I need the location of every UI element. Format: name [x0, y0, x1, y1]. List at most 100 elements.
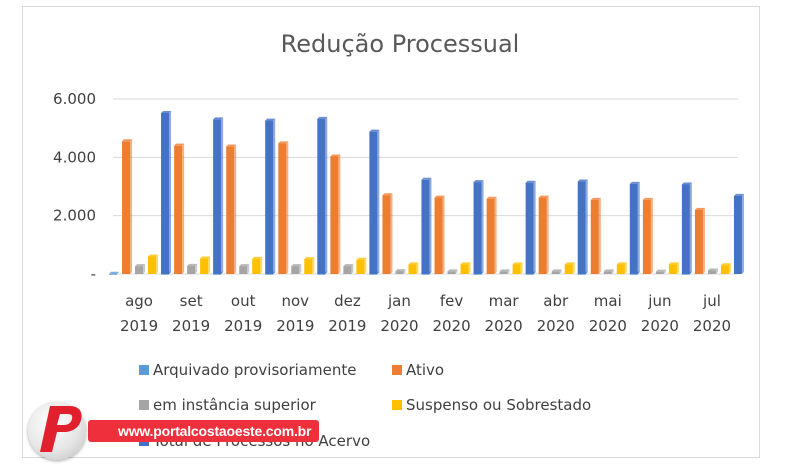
x-tick-label-month: jul [702, 292, 721, 310]
legend-swatch [139, 365, 149, 375]
legend-item: em instância superior [139, 396, 317, 414]
bar-side [442, 195, 445, 274]
bar-top [668, 262, 679, 265]
bar [291, 264, 302, 274]
x-tick-label-month: dez [334, 292, 361, 310]
bar [538, 195, 549, 274]
bar-top [473, 180, 484, 183]
bar-top [642, 197, 653, 200]
bar-top [486, 196, 497, 199]
bar [694, 207, 705, 274]
bar-face [655, 271, 664, 274]
bar-top [616, 262, 627, 265]
bar-face [629, 183, 638, 274]
bar-side [585, 179, 588, 274]
bar-face [252, 258, 261, 274]
bar [551, 269, 562, 274]
bar-face [291, 266, 300, 274]
x-tick-label-year: 2019 [172, 317, 210, 335]
bar-top [330, 154, 341, 157]
bar [148, 254, 159, 274]
bar-side [416, 262, 419, 274]
bar [395, 269, 406, 274]
bar-side [728, 263, 731, 274]
bar-top [278, 141, 289, 144]
bar-face [213, 273, 222, 275]
bar [707, 268, 718, 274]
bar-face [525, 273, 534, 275]
bar [135, 264, 146, 274]
bar-side [390, 193, 393, 274]
bar-face [369, 273, 378, 275]
bar-side [559, 269, 562, 274]
bar-side [741, 193, 744, 274]
bar [122, 139, 133, 274]
watermark-logo-icon [40, 406, 82, 452]
bar-top [434, 195, 445, 198]
bar-face [382, 195, 391, 274]
bar-side [312, 257, 315, 274]
bar-face [681, 184, 690, 274]
bar-side [247, 264, 250, 274]
bar-side [572, 262, 575, 274]
bar-top [200, 256, 211, 259]
y-tick-label: 6.000 [53, 90, 96, 108]
bar-top [577, 179, 588, 182]
bar [629, 181, 640, 274]
bar-top [343, 264, 354, 267]
y-tick-label: 4.000 [53, 148, 96, 166]
bar-face [694, 209, 703, 274]
bar-face [512, 264, 521, 274]
bar-face [681, 273, 690, 275]
bar-top [564, 262, 575, 265]
bar [473, 180, 484, 274]
x-tick-label-year: 2020 [693, 317, 731, 335]
x-tick-label-month: set [180, 292, 203, 310]
bar-top [629, 181, 640, 184]
bar-side [624, 262, 627, 274]
bar-face [278, 143, 287, 274]
x-tick-label-year: 2019 [276, 317, 314, 335]
bar-side [702, 207, 705, 274]
bar [421, 177, 432, 274]
bar-face [265, 273, 274, 275]
bar-face [486, 198, 495, 274]
bar-face [330, 156, 339, 274]
bar-top [421, 177, 432, 180]
bar [187, 263, 198, 274]
bar-side [325, 116, 328, 274]
y-tick-label: 2.000 [53, 207, 96, 225]
bar-face [434, 197, 443, 274]
legend-swatch [392, 365, 402, 375]
x-tick-label-year: 2020 [432, 317, 470, 335]
bar-face [421, 179, 430, 274]
bar [109, 271, 120, 275]
bar-side [507, 269, 510, 274]
bar-face [213, 119, 222, 275]
bar-face [538, 197, 547, 274]
bar-face [408, 264, 417, 274]
bar-face [161, 113, 170, 274]
bar-top [148, 254, 159, 257]
legend-label: em instância superior [153, 396, 317, 414]
bar-face [226, 146, 235, 274]
bar-top [551, 269, 562, 272]
bar-top [122, 139, 133, 142]
bar-side [338, 154, 341, 274]
bar-side [598, 197, 601, 274]
bar-side [481, 180, 484, 274]
legend-item: Arquivado provisoriamente [139, 361, 356, 379]
watermark-url-box: www.portalcostaoeste.com.br [88, 420, 320, 442]
bar-face [304, 259, 313, 274]
bar-side [117, 271, 120, 274]
bar-side [611, 269, 614, 274]
bar-top [161, 111, 172, 113]
bar [239, 264, 250, 274]
bar-top [590, 197, 601, 200]
x-tick-label-year: 2020 [485, 317, 523, 335]
bar-top [460, 262, 471, 265]
bar [161, 111, 172, 274]
bar [278, 141, 289, 274]
y-axis-ticks: - 2.000 4.000 6.000 [53, 90, 96, 283]
bar-side [650, 197, 653, 274]
